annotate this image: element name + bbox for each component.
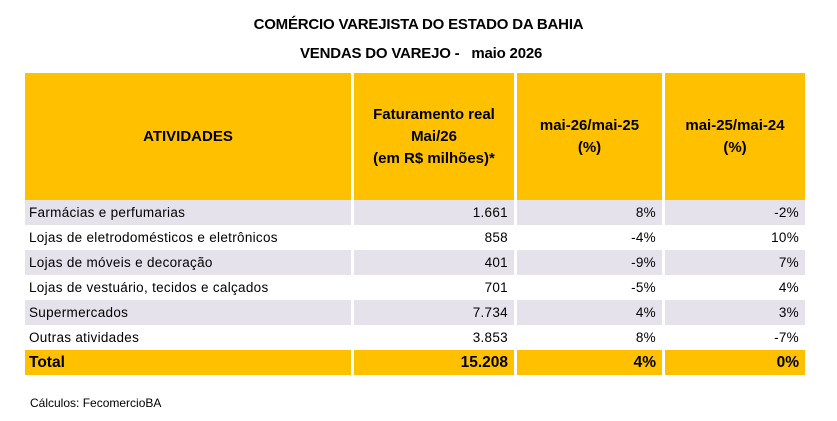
header-var-2026-line2: (%) <box>577 138 602 156</box>
header-faturamento-line2: Mai/26 <box>411 127 457 145</box>
header-faturamento-line3: (em R$ milhões)* <box>373 149 495 167</box>
header-row: ATIVIDADES Faturamento real Mai/26 (em R… <box>25 73 805 200</box>
total-row: Total 15.208 4% 0% <box>25 350 805 375</box>
row-var-2026: -9% <box>517 250 662 275</box>
row-var-2026: 4% <box>517 300 662 325</box>
row-faturamento: 1.661 <box>354 200 514 225</box>
row-var-2025: 7% <box>665 250 805 275</box>
table-row: Lojas de vestuário, tecidos e calçados 7… <box>25 275 805 300</box>
total-var-2025: 0% <box>665 350 805 375</box>
total-faturamento: 15.208 <box>354 350 514 375</box>
row-faturamento: 858 <box>484 230 508 245</box>
header-var-2026: mai-26/mai-25 (%) <box>517 73 662 200</box>
row-var-2026: 8% <box>517 200 662 225</box>
table-row: Farmácias e perfumarias 1.661 8% -2% <box>25 200 805 225</box>
row-var-2026: 8% <box>635 330 656 345</box>
row-var-2025: 10% <box>771 230 799 245</box>
table-row: Outras atividades 3.853 8% -7% <box>25 325 805 350</box>
row-var-2026: -4% <box>631 230 656 245</box>
header-faturamento-line1: Faturamento real <box>373 105 495 123</box>
row-faturamento: 401 <box>354 250 514 275</box>
row-var-2026: -5% <box>631 280 656 295</box>
row-atividade: Lojas de eletrodomésticos e eletrônicos <box>29 230 278 245</box>
row-atividade: Farmácias e perfumarias <box>25 200 351 225</box>
row-atividade: Supermercados <box>25 300 351 325</box>
table-subtitle: VENDAS DO VAREJO - maio 2026 <box>300 45 543 62</box>
row-faturamento: 3.853 <box>472 330 508 345</box>
row-var-2025: 3% <box>665 300 805 325</box>
row-var-2025: 4% <box>778 280 799 295</box>
table-row: Lojas de móveis e decoração 401 -9% 7% <box>25 250 805 275</box>
header-var-2025: mai-25/mai-24 (%) <box>665 73 805 200</box>
header-atividades: ATIVIDADES <box>25 73 351 200</box>
header-var-2026-line1: mai-26/mai-25 <box>539 116 640 134</box>
header-faturamento: Faturamento real Mai/26 (em R$ milhões)* <box>354 73 514 200</box>
total-label: Total <box>25 350 351 375</box>
table-title: COMÉRCIO VAREJISTA DO ESTADO DA BAHIA <box>253 16 584 33</box>
source-note: Cálculos: FecomercioBA <box>30 396 162 410</box>
row-faturamento: 7.734 <box>354 300 514 325</box>
row-atividade: Outras atividades <box>29 330 140 345</box>
row-atividade: Lojas de vestuário, tecidos e calçados <box>29 280 269 295</box>
row-var-2025: -7% <box>774 330 799 345</box>
table-row: Supermercados 7.734 4% 3% <box>25 300 805 325</box>
total-var-2026: 4% <box>517 350 662 375</box>
header-var-2025-line1: mai-25/mai-24 <box>685 116 785 134</box>
table-row: Lojas de eletrodomésticos e eletrônicos … <box>25 225 805 250</box>
sales-table: ATIVIDADES Faturamento real Mai/26 (em R… <box>22 73 808 375</box>
row-atividade: Lojas de móveis e decoração <box>25 250 351 275</box>
header-var-2025-line2: (%) <box>723 138 747 156</box>
row-var-2025: -2% <box>665 200 805 225</box>
row-faturamento: 701 <box>484 280 508 295</box>
